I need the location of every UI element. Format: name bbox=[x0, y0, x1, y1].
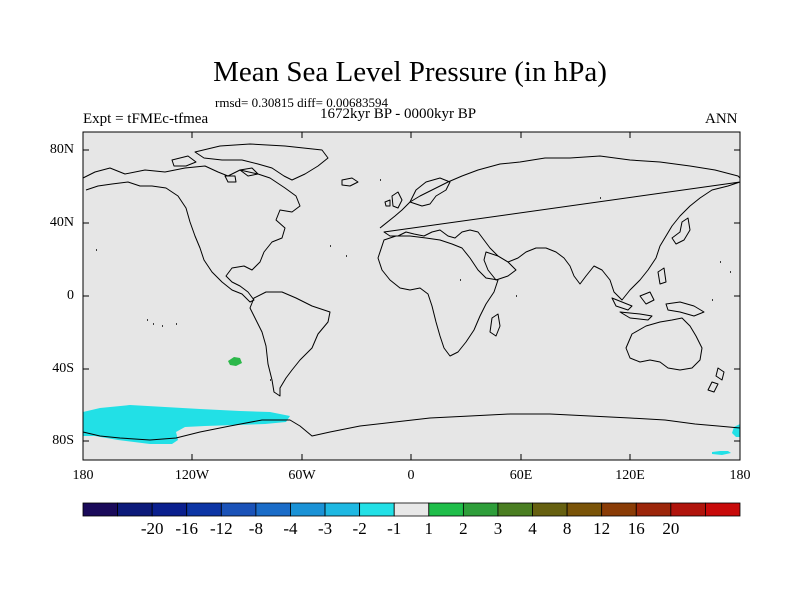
colorbar-box bbox=[635, 502, 672, 517]
x-tick-label: 120E bbox=[615, 468, 645, 483]
iceland-coast bbox=[341, 177, 359, 187]
south-pacific-green-patch bbox=[228, 357, 242, 366]
north-america-coast bbox=[82, 165, 301, 303]
eurasia-coast bbox=[379, 155, 741, 301]
colorbar-label: 12 bbox=[593, 519, 611, 538]
coastlines bbox=[82, 143, 741, 441]
new-zealand-coast bbox=[707, 367, 725, 393]
anomaly-layer bbox=[83, 357, 740, 455]
colorbar-label: 2 bbox=[459, 519, 468, 538]
x-tick-label: 60E bbox=[509, 468, 533, 483]
africa-coast bbox=[377, 235, 499, 357]
colorbar-box bbox=[324, 502, 361, 517]
colorbar-label: -1 bbox=[387, 519, 402, 538]
season-label: ANN bbox=[705, 111, 738, 127]
colorbar-label: -8 bbox=[248, 519, 263, 538]
colorbar-box bbox=[82, 502, 118, 517]
greenland-coast bbox=[194, 143, 329, 181]
colorbar-label: 1 bbox=[424, 519, 434, 538]
colorbar-label: -4 bbox=[283, 519, 298, 538]
colorbar-box bbox=[705, 502, 741, 517]
colorbar-box bbox=[393, 502, 430, 517]
colorbar-label: -3 bbox=[317, 519, 333, 538]
colorbar-box bbox=[601, 502, 637, 517]
southeast-asia-islands bbox=[611, 267, 705, 321]
map-background bbox=[83, 132, 740, 460]
colorbar-box bbox=[670, 502, 706, 517]
australia-coast bbox=[625, 317, 703, 371]
south-america-coast bbox=[249, 291, 331, 397]
y-tick-label: 0 bbox=[67, 288, 74, 303]
figure-title: Mean Sea Level Pressure (in hPa) bbox=[213, 56, 607, 88]
japan-coast bbox=[671, 217, 691, 245]
colorbar-box bbox=[359, 502, 395, 517]
x-tick-label: 0 bbox=[407, 468, 415, 483]
colorbar-label: -12 bbox=[209, 519, 233, 538]
y-tick-label: 40S bbox=[52, 361, 74, 376]
colorbar-box bbox=[462, 502, 499, 517]
colorbar-box bbox=[151, 502, 188, 517]
stats-line: rmsd= 0.30815 diff= 0.00683594 bbox=[215, 95, 388, 110]
x-tick-label: 180 bbox=[729, 468, 751, 483]
period-line: 1672kyr BP - 0000kyr BP bbox=[320, 106, 477, 122]
x-tick-label: 60W bbox=[288, 468, 316, 483]
colorbar-label: 3 bbox=[493, 519, 503, 538]
colorbar-box bbox=[532, 502, 568, 517]
colorbar-box bbox=[186, 502, 222, 517]
colorbar-label: -2 bbox=[352, 519, 367, 538]
colorbar bbox=[82, 502, 741, 517]
colorbar-label: -16 bbox=[175, 519, 199, 538]
scattered-islands bbox=[96, 179, 731, 381]
experiment-label: Expt = tFMEc-tfmea bbox=[83, 111, 209, 127]
x-tick-label: 120W bbox=[174, 468, 210, 483]
antarctica-coast bbox=[82, 413, 741, 441]
y-tick-label: 80N bbox=[49, 142, 74, 157]
y-tick-label: 40N bbox=[49, 215, 74, 230]
colorbar-box bbox=[566, 502, 603, 517]
colorbar-label: 4 bbox=[528, 519, 537, 538]
y-tick-label: 80S bbox=[52, 433, 74, 448]
scandinavia-coast bbox=[409, 177, 451, 207]
colorbar-box bbox=[220, 502, 257, 517]
colorbar-box bbox=[255, 502, 291, 517]
colorbar-box bbox=[428, 502, 464, 517]
amundsen-sea-cyan-band bbox=[83, 405, 290, 444]
colorbar-box bbox=[497, 502, 533, 517]
colorbar-label: 20 bbox=[662, 519, 680, 538]
arabian-peninsula-coast bbox=[483, 251, 517, 281]
axis-ticks bbox=[82, 132, 741, 460]
madagascar-coast bbox=[489, 313, 501, 337]
british-isles-coast bbox=[384, 191, 403, 209]
ross-sea-cyan-strip bbox=[712, 451, 731, 455]
colorbar-label: 16 bbox=[627, 519, 645, 538]
colorbar-box bbox=[290, 502, 326, 517]
colorbar-label: -20 bbox=[140, 519, 164, 538]
colorbar-box bbox=[117, 502, 153, 517]
x-tick-label: 180 bbox=[72, 468, 94, 483]
colorbar-label: 8 bbox=[562, 519, 572, 538]
arctic-islands bbox=[171, 155, 259, 183]
